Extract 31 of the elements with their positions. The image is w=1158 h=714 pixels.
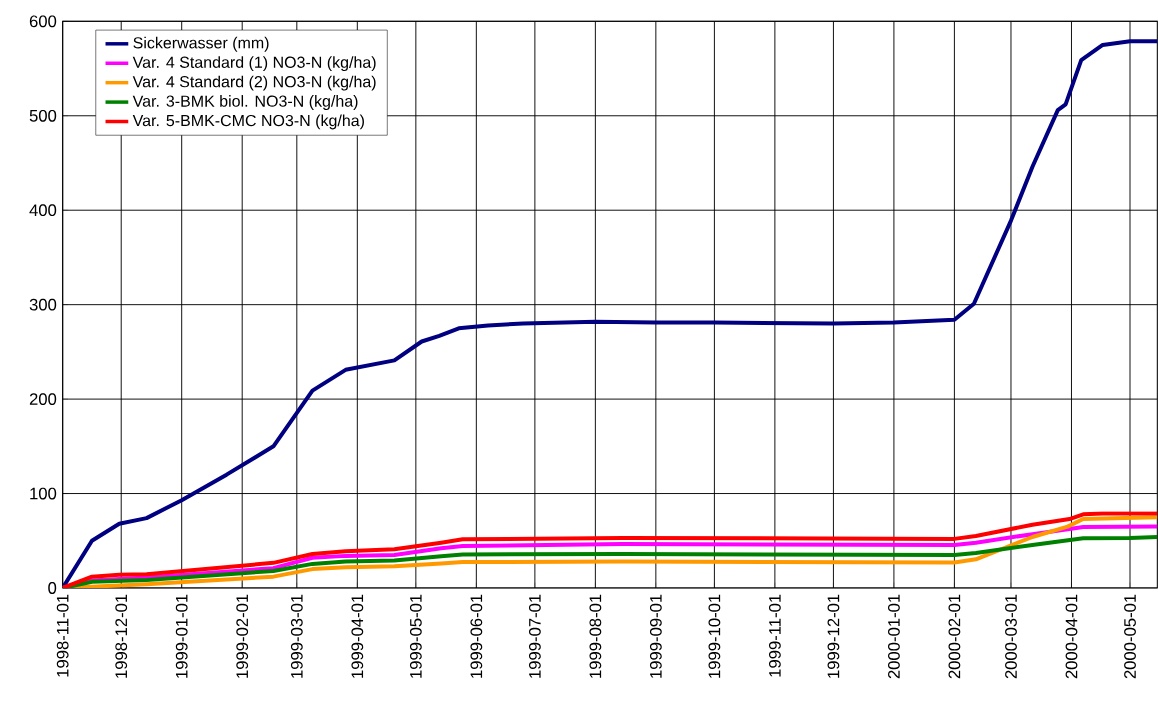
legend-label: Var. 3-BMK biol. NO3-N (kg/ha)	[132, 95, 358, 110]
x-tick-label: 1999-10-01	[708, 594, 721, 678]
y-tick-label: 400	[29, 204, 57, 217]
x-tick-label: 1999-01-01	[175, 594, 188, 678]
x-tick-label: 2000-03-01	[1005, 594, 1017, 679]
x-tick-label: 1999-08-01	[589, 594, 602, 678]
x-tick-label: 2000-02-01	[948, 594, 961, 679]
x-tick-label: 1998-12-01	[115, 594, 128, 678]
y-tick-label: 600	[29, 15, 57, 28]
x-tick-label: 1999-05-01	[409, 594, 422, 678]
x-tick-label: 1998-11-01	[56, 594, 69, 677]
y-tick-label: 300	[29, 298, 57, 311]
legend-label: Var. 4 Standard (1) NO3-N (kg/ha)	[132, 56, 376, 72]
x-tick-label: 1999-03-01	[290, 594, 303, 678]
x-tick-label: 1999-04-01	[351, 594, 364, 678]
y-tick-label: 0	[48, 582, 57, 594]
y-tick-label: 200	[29, 393, 57, 406]
x-tick-label: 1999-12-01	[827, 594, 840, 678]
x-tick-label: 2000-05-01	[1124, 594, 1136, 679]
y-tick-label: 500	[29, 109, 57, 122]
x-tick-label: 1999-06-01	[470, 594, 483, 678]
x-tick-label: 1999-11-01	[768, 594, 781, 677]
x-tick-label: 1999-07-01	[528, 594, 541, 678]
y-tick-label: 100	[30, 487, 57, 500]
legend-label: Var. 5-BMK-CMC NO3-N (kg/ha)	[132, 114, 364, 130]
x-tick-label: 1999-09-01	[649, 594, 662, 678]
x-tick-label: 2000-01-01	[888, 594, 900, 679]
legend-label: Var. 4 Standard (2) NO3-N (kg/ha)	[132, 75, 376, 91]
x-tick-label: 1999-02-01	[236, 594, 249, 678]
x-tick-label: 2000-04-01	[1065, 594, 1078, 679]
legend-label: Sickerwasser (mm)	[133, 36, 269, 52]
